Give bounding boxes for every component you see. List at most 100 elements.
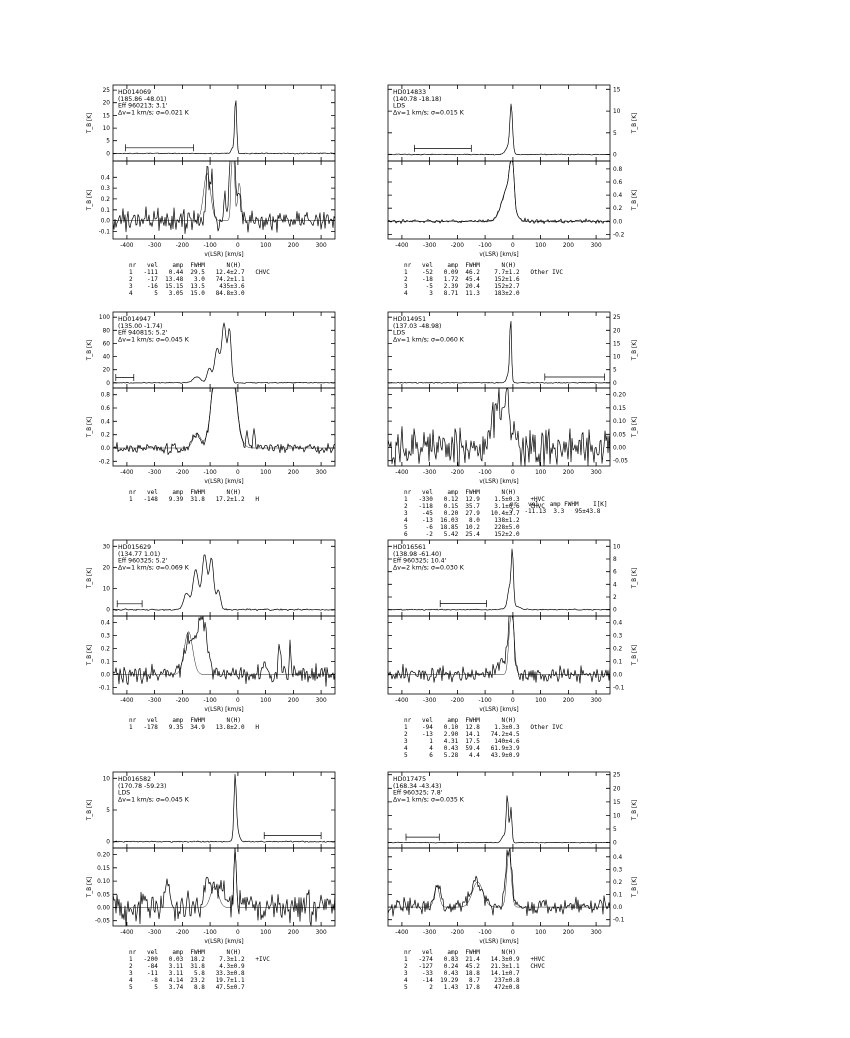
axis-ticks — [113, 161, 335, 239]
spectrum-trace — [112, 615, 336, 687]
table-row: 1 -148 9.39 31.8 17.2±1.2 H — [129, 496, 260, 503]
x-tick-label: 0 — [511, 930, 515, 936]
y-tick-label: 0.1 — [613, 893, 623, 899]
y-tick-label: 0 — [613, 381, 617, 387]
table-row: 6 -2 5.42 25.4 152±2.0 — [404, 531, 520, 538]
velocity-search-range-marker — [544, 373, 605, 381]
panel-info-line: (134.77 1.01) — [118, 551, 160, 558]
panel-info-line: (168.34 -43.43) — [393, 783, 441, 790]
y-tick-label: 20 — [103, 368, 111, 374]
table-row: 1 -111 0.44 29.5 12.4±2.7 CHVC — [129, 269, 270, 276]
y-tick-label: 0 — [106, 608, 110, 614]
bottom-plot-box — [112, 387, 336, 467]
x-tick-label: 200 — [288, 470, 299, 476]
y-tick-label: 0.4 — [101, 175, 111, 181]
panel-title: HD017475 — [393, 776, 426, 783]
y-axis-label: T_B [K] — [87, 190, 93, 212]
table-row: 2 -84 3.11 31.8 4.3±0.9 — [129, 963, 245, 970]
y-tick-label: 0.00 — [613, 445, 626, 451]
bottom-plot-box — [387, 615, 611, 695]
velocity-search-range-marker — [405, 833, 440, 841]
bottom-plot-box — [112, 847, 336, 927]
y-tick-label: 10 — [103, 776, 111, 782]
y-tick-label: 0.15 — [613, 406, 626, 412]
x-tick-label: 200 — [563, 470, 574, 476]
x-tick-label: -100 — [204, 243, 217, 249]
y-tick-label: 0.2 — [613, 647, 623, 653]
y-tick-label: 5 — [613, 827, 617, 833]
x-tick-label: -400 — [395, 930, 408, 936]
x-tick-label: -300 — [423, 243, 436, 249]
axis-ticks — [113, 616, 335, 694]
velocity-search-range-marker — [116, 600, 143, 608]
x-tick-label: 100 — [260, 698, 271, 704]
x-tick-label: -200 — [176, 470, 189, 476]
axis-ticks — [388, 848, 610, 926]
panel-title: HD014833 — [393, 89, 426, 96]
y-tick-label: 25 — [613, 315, 621, 321]
x-tick-label: 200 — [563, 243, 574, 249]
table-row: 4 -8 4.14 23.2 19.7±1.1 — [129, 977, 245, 984]
y-tick-label: 25 — [613, 773, 621, 779]
panel-HD016561: 0 2 4 6 8 10 -0.1 0.0 0.1 0.2 0.3 0.4 HD016561(138.9… — [387, 539, 638, 713]
y-tick-label: 0.0 — [613, 673, 623, 679]
y-tick-label: 0 — [106, 151, 110, 157]
x-tick-label: 100 — [260, 470, 271, 476]
y-tick-label: 0.2 — [101, 433, 111, 439]
table-header: nr vel amp FWHM N(H) — [129, 262, 241, 269]
table-row: 2 -17 13.48 3.0 74.2±1.1 — [129, 276, 245, 283]
x-tick-label: 0 — [511, 243, 515, 249]
panel-HD017475: 0 5 10 15 20 25 -0.1 0.0 0.1 0.2 0.3 0.4 HD017475(16… — [387, 771, 638, 945]
y-tick-label: 0.0 — [613, 219, 623, 225]
x-tick-label: 300 — [591, 698, 602, 704]
x-tick-label: -300 — [423, 930, 436, 936]
y-tick-label: 0.2 — [613, 206, 623, 212]
panel-HD014833: 0 5 10 15 -0.2 0.0 0.2 0.4 0.6 0.8 HD014833(140.78… — [387, 84, 638, 258]
panel-title: HD015629 — [118, 544, 151, 551]
x-tick-label: -200 — [176, 930, 189, 936]
table-row: 2 -127 0.24 45.2 21.3±1.1 CHVC — [404, 963, 545, 970]
axis-ticks — [388, 540, 610, 616]
y-tick-label: 0.6 — [613, 180, 623, 186]
panel-info-line: (135.00 -1.74) — [118, 323, 162, 330]
x-tick-label: -300 — [148, 698, 161, 704]
bottom-plot-box — [387, 160, 611, 240]
y-tick-label: 2 — [613, 595, 617, 601]
table-row: 3 -5 2.39 20.4 152±2.7 — [404, 283, 520, 290]
y-tick-label: 60 — [103, 341, 111, 347]
panel-title: HD014951 — [393, 316, 426, 323]
x-tick-label: -100 — [204, 698, 217, 704]
y-tick-label: 0.0 — [101, 446, 111, 452]
axis-ticks — [388, 388, 610, 466]
y-tick-label: 10 — [103, 587, 111, 593]
panel-info-line: Eff 960325; 10.4' — [393, 558, 447, 565]
table-row: 1 -52 0.09 46.2 7.7±1.2 Other IVC — [404, 269, 563, 276]
x-tick-label: 100 — [535, 470, 546, 476]
x-tick-label: -100 — [479, 470, 492, 476]
panel-info-line: Δv=1 km/s; σ=0.060 K — [393, 336, 465, 343]
axis-ticks — [388, 85, 610, 161]
panel-info-line: Δv=1 km/s; σ=0.069 K — [118, 564, 190, 571]
table-row: 1 -330 0.12 12.9 1.5±0.3 +HVC — [404, 496, 545, 503]
x-tick-label: 300 — [316, 243, 327, 249]
x-tick-label: -300 — [423, 698, 436, 704]
x-tick-label: 300 — [591, 930, 602, 936]
y-tick-label: 20 — [103, 101, 111, 107]
y-tick-label: 80 — [103, 328, 111, 334]
axis-ticks — [113, 540, 335, 616]
y-tick-label: 0.0 — [613, 905, 623, 911]
y-tick-label: 100 — [99, 315, 110, 321]
fit-curve — [113, 847, 335, 908]
y-axis-label: T_B [K] — [87, 877, 93, 899]
table-row: 4 -13 16.03 8.0 138±1.2 — [404, 517, 520, 524]
x-tick-label: -300 — [148, 470, 161, 476]
x-tick-label: 200 — [288, 698, 299, 704]
y-axis-label: T_B [K] — [632, 877, 638, 899]
y-axis-label: T_B [K] — [632, 417, 638, 439]
panel-info-line: Δv=1 km/s; σ=0.045 K — [118, 336, 190, 343]
velocity-search-range-marker — [414, 144, 472, 152]
y-tick-label: 0.20 — [613, 393, 626, 399]
y-axis-label: T_B [K] — [632, 645, 638, 667]
panel-info-line: (170.78 -59.23) — [118, 783, 166, 790]
y-tick-label: 5 — [613, 131, 617, 137]
